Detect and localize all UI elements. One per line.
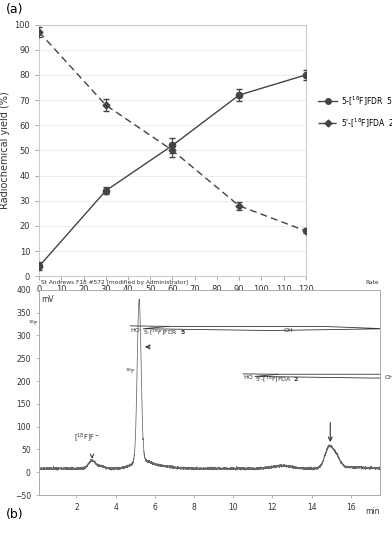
Text: OH: OH — [283, 328, 293, 333]
Text: $[^{18}$F]F$^{-}$: $[^{18}$F]F$^{-}$ — [74, 431, 100, 444]
Text: Rate: Rate — [365, 280, 379, 285]
Text: mV: mV — [41, 295, 54, 304]
Legend: 5-[$^{18}$F]FDR  5, 5'-[$^{18}$F]FDA  2: 5-[$^{18}$F]FDR 5, 5'-[$^{18}$F]FDA 2 — [315, 91, 392, 133]
Text: 5'-[$^{18}$F]FDA  $\bf{2}$: 5'-[$^{18}$F]FDA $\bf{2}$ — [255, 375, 299, 384]
Text: OH: OH — [384, 375, 392, 380]
Text: $^{18}$F: $^{18}$F — [125, 366, 136, 376]
Text: $^{18}$F: $^{18}$F — [28, 318, 40, 328]
Text: 5-[$^{18}$F]FDR  $\bf{5}$: 5-[$^{18}$F]FDR $\bf{5}$ — [143, 327, 186, 337]
Text: (b): (b) — [6, 508, 24, 521]
Y-axis label: Radiochemical yield (%): Radiochemical yield (%) — [0, 91, 10, 210]
Text: (a): (a) — [6, 3, 24, 16]
Text: HO: HO — [131, 328, 140, 333]
Text: St Andrews F18 #572 [modified by Administrator]: St Andrews F18 #572 [modified by Adminis… — [41, 280, 188, 285]
Text: HO: HO — [243, 375, 253, 380]
Text: min: min — [366, 508, 380, 516]
X-axis label: Reaction time (min): Reaction time (min) — [118, 300, 227, 310]
